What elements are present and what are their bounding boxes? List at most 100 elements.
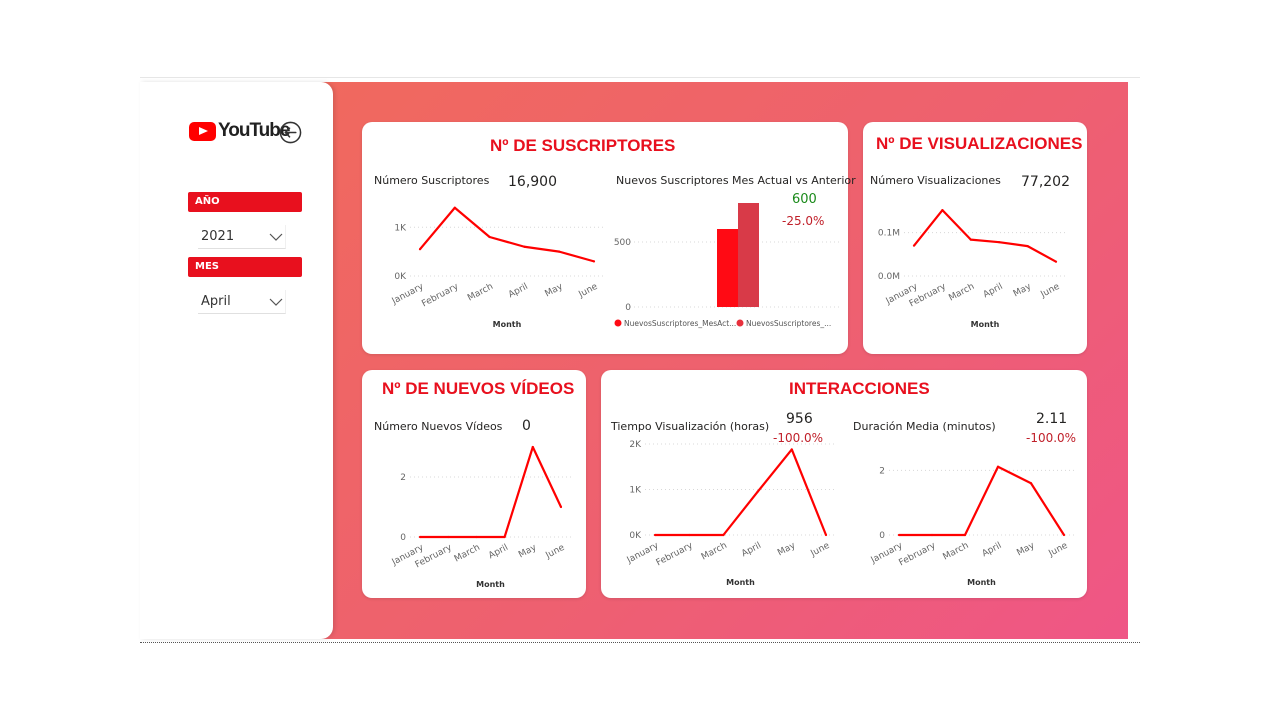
y-tick-label: 500 (614, 238, 631, 248)
suscriptores-kpi-value: 16,900 (508, 174, 557, 190)
data-point (475, 535, 478, 539)
visualizaciones-card: Nº DE VISUALIZACIONES Número Visualizaci… (863, 122, 1087, 354)
visualizaciones-kpi-label: Número Visualizaciones (870, 174, 1001, 187)
data-point (418, 248, 422, 251)
legend-marker (736, 319, 744, 327)
y-tick-label: 0 (879, 531, 885, 541)
y-tick-label: 2K (629, 440, 642, 450)
data-point (688, 533, 691, 537)
series-line (899, 465, 1065, 537)
y-tick-label: 0K (394, 272, 407, 282)
month-filter-dropdown[interactable]: April (198, 290, 286, 314)
x-tick-label: January (390, 282, 426, 308)
x-tick-label: April (740, 541, 763, 559)
data-point (930, 533, 934, 537)
data-point (447, 535, 450, 539)
data-point (756, 490, 759, 493)
duracion-kpi-label: Duración Media (minutos) (853, 420, 996, 433)
x-axis-title: Month (726, 578, 755, 587)
x-tick-label: May (517, 543, 539, 561)
x-axis-title: Month (493, 320, 522, 329)
data-point (963, 533, 967, 537)
data-point (653, 533, 657, 537)
visualizaciones-kpi-value: 77,202 (1021, 174, 1070, 190)
x-tick-label: February (420, 282, 461, 310)
data-point (453, 206, 456, 209)
bottom-divider (140, 642, 1140, 643)
y-tick-label: 0 (400, 533, 406, 543)
bar-kpi-change: -25.0% (782, 214, 825, 228)
month-filter-value: April (201, 294, 231, 309)
data-point (558, 250, 561, 253)
visualizaciones-title: Nº DE VISUALIZACIONES (876, 134, 1083, 153)
bar (738, 203, 759, 307)
y-tick-label: 0.0M (878, 272, 900, 282)
year-filter-label: AÑO (188, 192, 302, 212)
data-point (531, 445, 534, 449)
data-point (912, 244, 916, 247)
x-tick-label: March (947, 282, 976, 304)
filter-sidebar: YouTube AÑO 2021 MES April (140, 82, 333, 639)
x-tick-label: May (1012, 282, 1034, 300)
y-tick-label: 1K (629, 486, 642, 496)
y-tick-label: 1K (394, 223, 407, 233)
youtube-logo: YouTube (189, 120, 290, 142)
interacciones-card: INTERACCIONES Tiempo Visualización (hora… (601, 370, 1087, 598)
x-tick-label: March (941, 541, 970, 563)
x-tick-label: May (776, 541, 798, 559)
x-axis-title: Month (476, 580, 505, 589)
videos-kpi-value: 0 (522, 418, 531, 434)
data-point (503, 535, 506, 539)
data-point (941, 209, 944, 212)
back-arrow-icon[interactable] (279, 121, 302, 144)
x-tick-label: February (897, 541, 938, 569)
year-filter-value: 2021 (201, 229, 235, 244)
y-tick-label: 2 (400, 473, 406, 483)
legend-label: NuevosSuscriptores_... (746, 319, 831, 328)
y-tick-label: 0.1M (878, 229, 900, 239)
x-tick-label: April (507, 282, 530, 300)
legend-label: NuevosSuscriptores_MesAct... (624, 319, 736, 328)
x-tick-label: March (453, 543, 482, 565)
series-line (655, 448, 828, 537)
suscriptores-title: Nº DE SUSCRIPTORES (490, 136, 676, 155)
x-tick-label: March (466, 282, 495, 304)
x-tick-label: April (487, 543, 510, 561)
youtube-play-icon (189, 121, 216, 141)
x-tick-label: March (700, 541, 729, 563)
bar-kpi-value: 600 (792, 192, 817, 207)
x-axis-title: Month (971, 320, 1000, 329)
tiempo-kpi-label: Tiempo Visualización (horas) (611, 420, 770, 433)
data-point (1026, 245, 1029, 248)
x-tick-label: April (981, 541, 1004, 559)
data-point (523, 245, 526, 248)
data-point (1054, 260, 1058, 263)
y-tick-label: 0K (629, 531, 642, 541)
data-point (488, 235, 491, 239)
bar (717, 229, 738, 307)
interacciones-title: INTERACCIONES (789, 379, 930, 398)
data-point (592, 260, 596, 263)
year-filter-dropdown[interactable]: 2021 (198, 225, 286, 249)
suscriptores-bar-chart: 500 0 NuevosSuscriptores_MesAct... NuevosSu… (614, 203, 840, 328)
x-tick-label: June (809, 541, 832, 560)
month-filter-label: MES (188, 257, 302, 277)
tiempo-kpi-change: -100.0% (773, 431, 824, 445)
data-point (897, 533, 901, 537)
data-point (559, 505, 563, 509)
data-point (418, 535, 422, 539)
duracion-kpi-value: 2.11 (1036, 411, 1068, 427)
data-point (824, 533, 828, 537)
data-point (790, 448, 793, 451)
data-point (998, 241, 1001, 244)
data-point (1029, 482, 1033, 485)
x-axis-title: Month (967, 578, 996, 587)
duracion-kpi-change: -100.0% (1026, 431, 1077, 445)
videos-title: Nº DE NUEVOS VÍDEOS (382, 379, 575, 398)
tiempo-kpi-value: 956 (786, 411, 813, 427)
series-line (419, 206, 595, 263)
